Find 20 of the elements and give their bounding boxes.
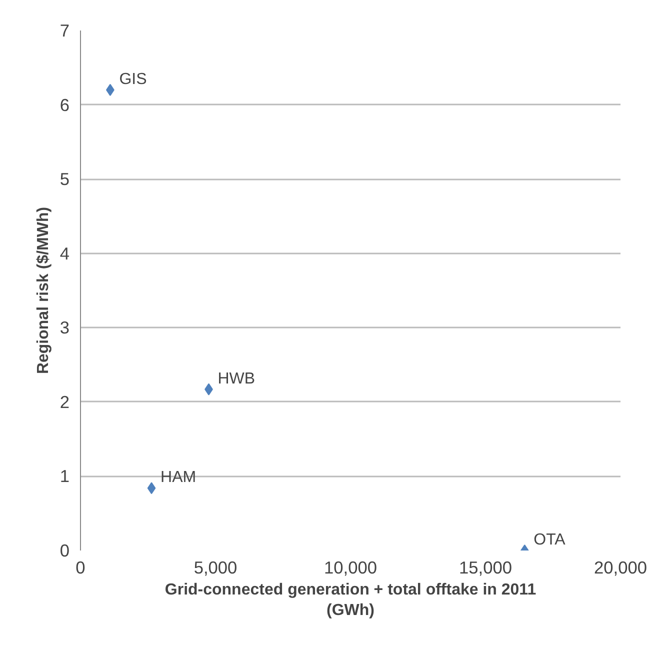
annotation: GIS: [119, 70, 147, 88]
y-axis-title: Regional risk ($/MWh): [34, 206, 52, 374]
x-tick-label: 5,000: [194, 558, 238, 578]
y-tick-label: 1: [60, 466, 70, 486]
y-tick-label: 2: [60, 392, 70, 412]
x-axis-title: Grid-connected generation + total offtake in 2011 (GWh): [164, 582, 536, 619]
y-tick-label: 3: [60, 318, 70, 338]
x-tick-label: 15,000: [459, 558, 512, 578]
y-tick-label: 4: [60, 243, 70, 264]
y-tick-label: 6: [60, 94, 70, 115]
x-tick-label: 0: [76, 558, 86, 578]
annotation: OTA: [534, 532, 566, 548]
y-tick-label: 7: [60, 20, 70, 40]
annotation: HAM: [160, 469, 196, 486]
y-tick-label: 5: [60, 169, 70, 190]
y-tick-label: 0: [60, 540, 70, 560]
x-tick-label: 10,000: [324, 558, 377, 578]
point: [147, 482, 156, 494]
annotation: HWB: [218, 370, 256, 388]
x-tick-label: 20,000: [594, 558, 647, 578]
